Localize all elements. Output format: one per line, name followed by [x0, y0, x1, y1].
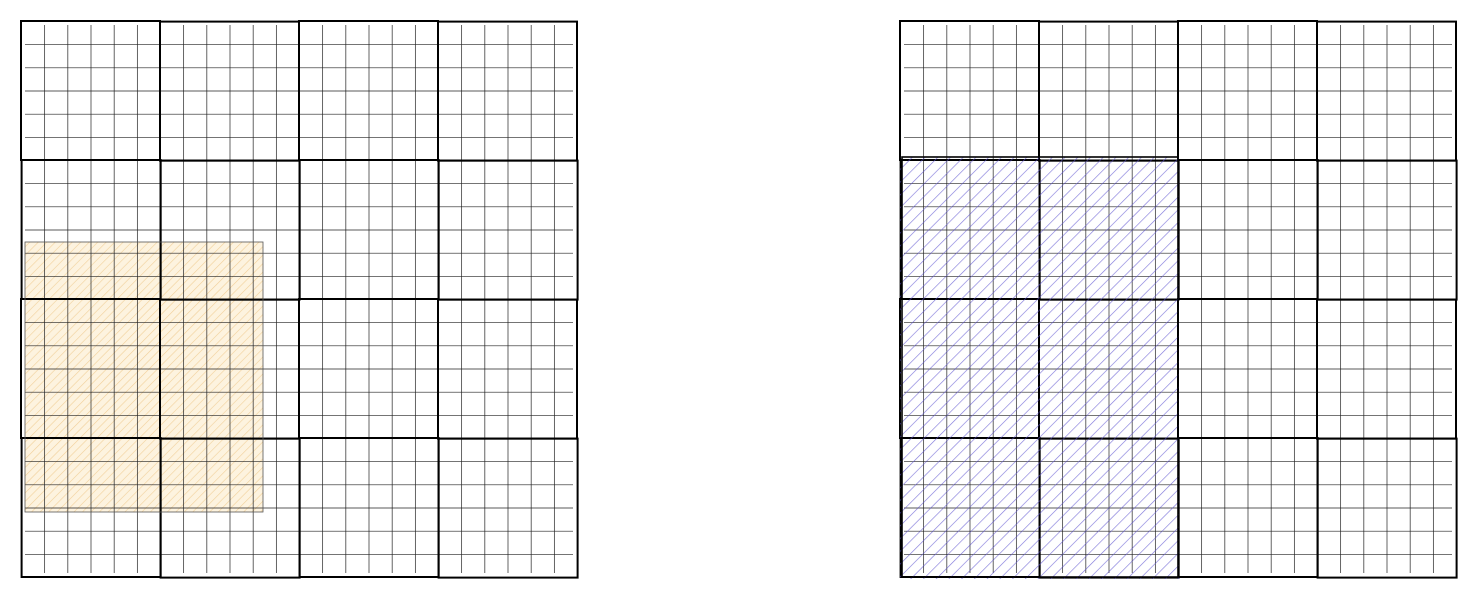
right-grid-panel [899, 20, 1458, 579]
grid-block [437, 437, 579, 579]
left-grid-panel [20, 20, 579, 579]
right-highlight-border [901, 156, 1179, 578]
left-highlight-region [25, 242, 263, 512]
block-borders [20, 20, 579, 579]
grid-block [1177, 20, 1318, 161]
grid-block [899, 20, 1040, 161]
grid-block [1316, 437, 1458, 579]
grid-block [1177, 298, 1318, 439]
grid-block [298, 298, 439, 439]
grid-block [298, 20, 439, 161]
right-highlight-hatch [900, 157, 1179, 579]
left-highlight-hatch [25, 242, 263, 512]
left-highlight-border [24, 241, 264, 513]
grid-block [20, 20, 161, 161]
